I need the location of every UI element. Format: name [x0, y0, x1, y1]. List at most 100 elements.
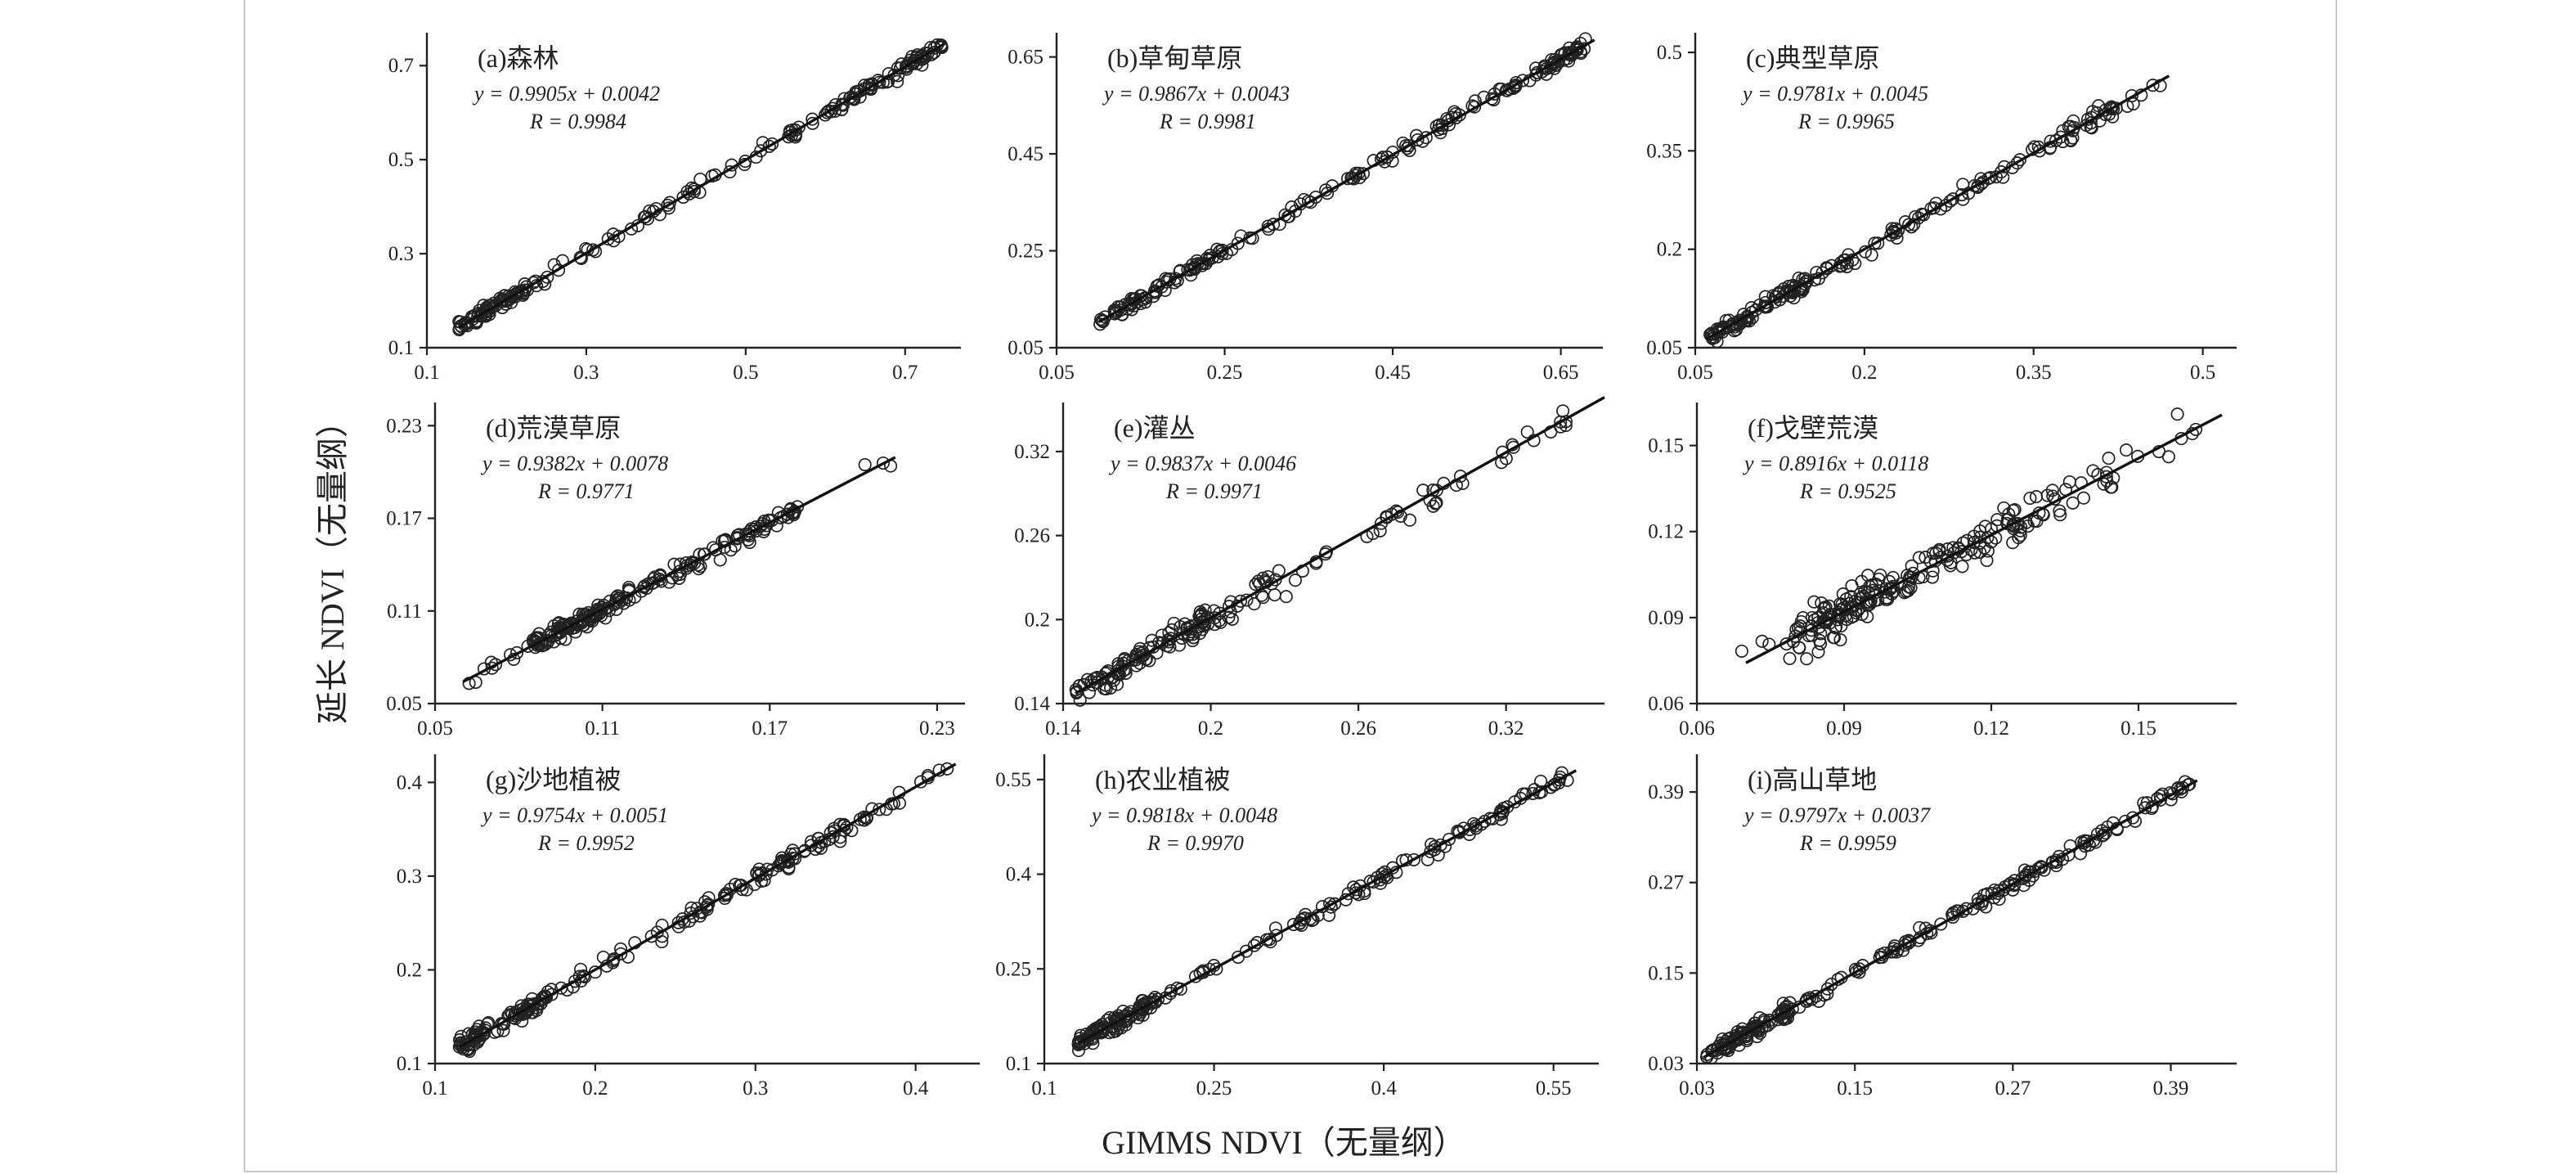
x-tick-label: 0.39: [2153, 1077, 2189, 1100]
scatter-point: [2006, 504, 2020, 518]
scatter-point: [2146, 79, 2160, 92]
scatter-point: [518, 283, 532, 297]
scatter-point: [1328, 897, 1342, 911]
y-axis-title: 延长 NDVI（无量纲）: [314, 405, 351, 724]
x-tick-label: 0.05: [1677, 362, 1713, 384]
regression-line: [1745, 413, 2223, 664]
scatter-point: [2064, 133, 2078, 148]
regression-equation: y = 0.8916x + 0.0118: [1742, 452, 1928, 475]
scatter-point: [1079, 1032, 1093, 1046]
x-tick-label: 0.5: [2190, 362, 2215, 384]
scatter-point: [576, 613, 590, 627]
regression-line: [458, 42, 946, 329]
y-tick-label: 0.06: [1648, 693, 1684, 715]
scatter-point: [899, 61, 913, 74]
scatter-point: [1515, 74, 1530, 88]
scatter-point: [1819, 600, 1833, 614]
scatter-point: [1803, 991, 1817, 1005]
panel-title: (f)戈壁荒漠: [1748, 413, 1878, 443]
y-tick-label: 0.3: [388, 243, 414, 265]
y-tick-label: 0.15: [1648, 962, 1684, 984]
scatter-point: [1435, 119, 1449, 133]
scatter-point: [1349, 169, 1362, 182]
y-tick-label: 0.5: [1657, 42, 1682, 64]
scatter-point: [496, 1023, 510, 1037]
scatter-point: [2126, 97, 2140, 111]
scatter-point: [2053, 508, 2067, 522]
x-tick-label: 0.4: [903, 1077, 929, 1100]
scatter-point: [1973, 545, 1987, 560]
scatter-point: [1740, 309, 1754, 323]
scatter-point: [2105, 480, 2119, 494]
scatter-point: [577, 969, 590, 983]
scatter-point: [1402, 513, 1417, 527]
scatter-point: [2125, 811, 2140, 825]
regression-equation: y = 0.9905x + 0.0042: [472, 82, 660, 106]
scatter-point: [1927, 201, 1941, 215]
scatter-point: [1367, 875, 1380, 889]
x-tick-label: 0.23: [919, 717, 955, 740]
scatter-point: [1934, 917, 1948, 931]
scatter-point: [1272, 564, 1286, 578]
scatter-point: [1878, 592, 1892, 606]
scatter-point: [1286, 917, 1300, 932]
y-tick-label: 0.45: [1008, 143, 1043, 165]
scatter-point: [2118, 814, 2132, 828]
scatter-point: [1850, 965, 1864, 978]
correlation-r: R = 0.9984: [529, 110, 626, 133]
scatter-point: [1732, 1038, 1746, 1052]
scatter-point: [1086, 1037, 1100, 1050]
y-tick-label: 0.4: [1006, 864, 1032, 886]
scatter-point: [1267, 218, 1281, 232]
regression-equation: y = 0.9797x + 0.0037: [1742, 803, 1931, 827]
scatter-point: [1912, 551, 1926, 565]
scatter-point: [762, 139, 776, 153]
panel-b: 0.05 0.25 0.45 0.65 0.05 0.25 0.45 0.65 (b)草甸草原 y…: [1008, 32, 1603, 384]
scatter-point: [858, 457, 872, 472]
scatter-point: [1758, 300, 1772, 314]
scatter-point: [460, 1035, 474, 1049]
scatter-point: [1995, 165, 2008, 179]
scatter-point: [638, 579, 652, 593]
scatter-point: [1398, 139, 1413, 153]
scatter-point: [1072, 1035, 1086, 1049]
scatter-point: [1420, 852, 1434, 866]
scatter-point: [2106, 110, 2120, 124]
scatter-point: [1912, 211, 1926, 225]
scatter-point: [1926, 547, 1940, 560]
scatter-point: [1429, 484, 1443, 497]
x-tick-label: 0.15: [2120, 717, 2156, 740]
y-tick-label: 0.05: [386, 693, 422, 715]
scatter-point: [1973, 524, 1987, 538]
scatter-point: [849, 87, 863, 101]
x-tick-label: 0.25: [1196, 1077, 1232, 1100]
scatter-point: [2010, 156, 2024, 170]
scatter-point: [1534, 774, 1548, 788]
x-tick-label: 0.3: [573, 362, 599, 384]
scatter-point: [1261, 569, 1275, 584]
panel-title: (e)灌丛: [1114, 413, 1196, 443]
scatter-point: [496, 1017, 510, 1031]
scatter-point: [1468, 100, 1482, 114]
x-tick-label: 0.35: [2016, 362, 2052, 384]
scatter-point: [1860, 609, 1874, 623]
scatter-point: [1151, 992, 1165, 1006]
scatter-point: [1932, 542, 1946, 556]
scatter-point: [1871, 236, 1885, 250]
scatter-point: [752, 869, 765, 883]
regression-line: [1077, 769, 1577, 1045]
panel-title: (g)沙地植被: [486, 765, 621, 794]
regression-equation: y = 0.9818x + 0.0048: [1089, 803, 1277, 827]
scatter-point: [1853, 587, 1867, 601]
scatter-point: [1402, 139, 1416, 153]
x-tick-label: 0.2: [1851, 362, 1877, 384]
scatter-point: [1373, 524, 1387, 538]
scatter-point: [1322, 908, 1336, 922]
scatter-point: [1959, 902, 1973, 915]
y-tick-label: 0.15: [1648, 435, 1684, 457]
scatter-point: [1814, 636, 1828, 650]
x-tick-label: 0.05: [1039, 362, 1075, 384]
scatter-point: [1874, 568, 1887, 582]
scatter-point: [526, 998, 540, 1012]
